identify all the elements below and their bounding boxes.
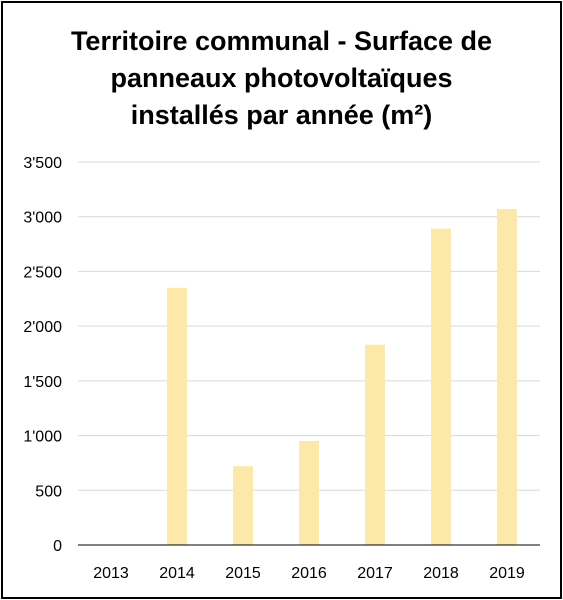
y-axis-tick-labels: 0 500 1'000 1'500 2'000 2'500 3'000 3'500: [23, 155, 62, 555]
x-tick-label: 2017: [357, 565, 393, 582]
bar-2018: [431, 228, 451, 545]
y-tick-label: 500: [35, 483, 62, 500]
bars: [167, 209, 517, 545]
bar-2019: [497, 209, 517, 545]
x-axis-tick-labels: 2013 2014 2015 2016 2017 2018 2019: [93, 565, 525, 582]
x-tick-label: 2015: [225, 565, 261, 582]
y-tick-label: 0: [53, 538, 62, 555]
x-tick-label: 2013: [93, 565, 129, 582]
y-tick-label: 3'000: [23, 210, 62, 227]
x-tick-label: 2018: [423, 565, 459, 582]
bar-2015: [233, 466, 253, 545]
bar-2017: [365, 344, 385, 545]
x-tick-label: 2014: [159, 565, 195, 582]
y-tick-label: 3'500: [23, 155, 62, 172]
bar-2014: [167, 287, 187, 545]
x-tick-label: 2016: [291, 565, 327, 582]
y-tick-label: 2'500: [23, 264, 62, 281]
bar-2016: [299, 441, 319, 545]
gridlines: [78, 161, 540, 491]
y-tick-label: 1'000: [23, 429, 62, 446]
x-tick-label: 2019: [489, 565, 525, 582]
chart-title: Territoire communal - Surface de panneau…: [70, 26, 493, 130]
y-tick-label: 2'000: [23, 319, 62, 336]
y-tick-label: 1'500: [23, 374, 62, 391]
